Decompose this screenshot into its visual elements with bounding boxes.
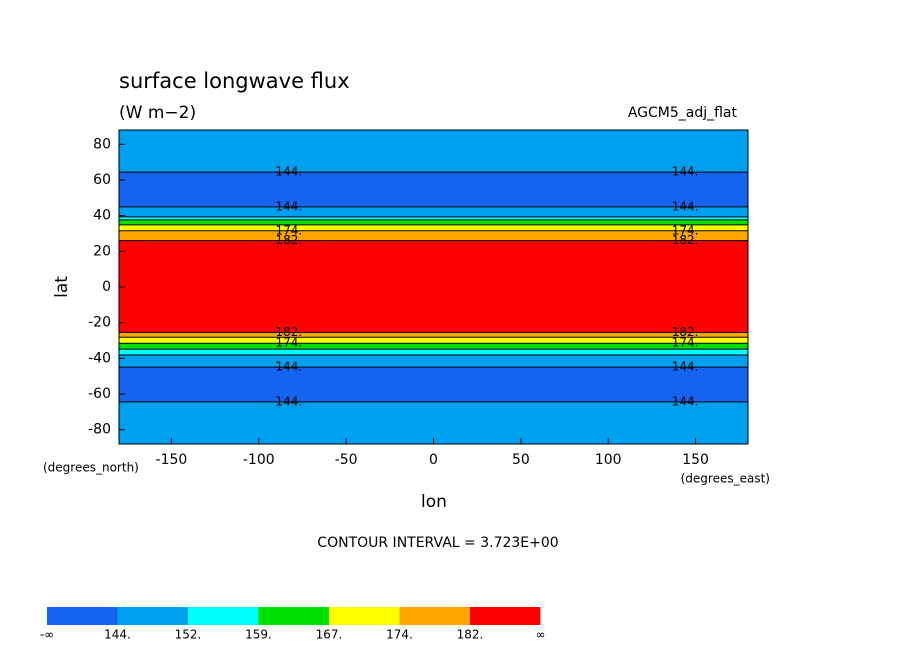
colorbar-swatch xyxy=(329,607,400,625)
contour-band xyxy=(119,130,748,173)
contour-label: 144. xyxy=(275,165,302,179)
contour-label: 182. xyxy=(672,233,699,247)
contour-band xyxy=(119,230,748,241)
y-units: (degrees_north) xyxy=(43,461,139,475)
contour-band xyxy=(119,172,748,207)
y-tick-label: 60 xyxy=(93,172,111,188)
chart-title: surface longwave flux xyxy=(119,69,350,93)
subtitle: (W m−2) xyxy=(119,103,196,123)
x-tick-label: 150 xyxy=(682,452,709,468)
contour-label: 144. xyxy=(275,394,302,408)
x-axis-label: lon xyxy=(421,492,447,512)
contour-band xyxy=(119,343,748,350)
contour-band xyxy=(119,332,748,338)
colorbar-swatch xyxy=(47,607,118,625)
colorbar-label: ∞ xyxy=(536,628,546,642)
colorbar-label: 174. xyxy=(386,628,413,642)
x-tick-label: 0 xyxy=(429,452,438,468)
contour-label: 174. xyxy=(672,336,699,350)
contour-band xyxy=(119,206,748,217)
x-tick-label: -150 xyxy=(156,452,188,468)
x-tick-label: 50 xyxy=(512,452,530,468)
y-tick-label: 40 xyxy=(93,208,111,224)
y-tick-label: -60 xyxy=(88,386,111,402)
y-tick-label: -40 xyxy=(88,350,111,366)
y-tick-label: 80 xyxy=(93,136,111,152)
contour-label: 182. xyxy=(275,233,302,247)
colorbar-label: 182. xyxy=(457,628,484,642)
contour-band xyxy=(119,219,748,225)
contour-label: 144. xyxy=(275,360,302,374)
x-tick-label: 100 xyxy=(595,452,622,468)
contour-label: 144. xyxy=(672,165,699,179)
contour-label: 174. xyxy=(275,336,302,350)
colorbar-swatch xyxy=(399,607,470,625)
colorbar-swatch xyxy=(258,607,329,625)
colorbar-label: 167. xyxy=(316,628,343,642)
contour-band xyxy=(119,354,748,368)
y-tick-label: -20 xyxy=(88,315,111,331)
colorbar-swatch xyxy=(470,607,541,625)
colorbar-swatch xyxy=(117,607,188,625)
contour-band xyxy=(119,216,748,220)
x-units: (degrees_east) xyxy=(681,472,770,486)
contour-band xyxy=(119,349,748,355)
colorbar-label: -∞ xyxy=(40,628,54,642)
contour-label: 174. xyxy=(275,223,302,237)
contour-label: 144. xyxy=(672,360,699,374)
x-tick-label: -100 xyxy=(243,452,275,468)
y-tick-label: -80 xyxy=(88,422,111,438)
colorbar-label: 152. xyxy=(175,628,202,642)
contour-band xyxy=(119,367,748,402)
y-axis-label: lat xyxy=(52,276,72,298)
contour-label: 182. xyxy=(275,325,302,339)
contour-interval-note: CONTOUR INTERVAL = 3.723E+00 xyxy=(317,535,558,551)
contour-band xyxy=(119,240,748,333)
contour-band xyxy=(119,401,748,444)
contour-label: 144. xyxy=(672,199,699,213)
contour-band xyxy=(119,224,748,231)
y-tick-label: 20 xyxy=(93,243,111,259)
contour-label: 182. xyxy=(672,325,699,339)
colorbar-label: 144. xyxy=(104,628,131,642)
colorbar-swatch xyxy=(188,607,259,625)
contour-label: 174. xyxy=(672,223,699,237)
contour-label: 144. xyxy=(672,394,699,408)
contour-label: 144. xyxy=(275,199,302,213)
y-tick-label: 0 xyxy=(102,279,111,295)
x-tick-label: -50 xyxy=(335,452,358,468)
dataset-label: AGCM5_adj_flat xyxy=(628,105,738,121)
colorbar-label: 159. xyxy=(245,628,272,642)
contour-band xyxy=(119,337,748,344)
